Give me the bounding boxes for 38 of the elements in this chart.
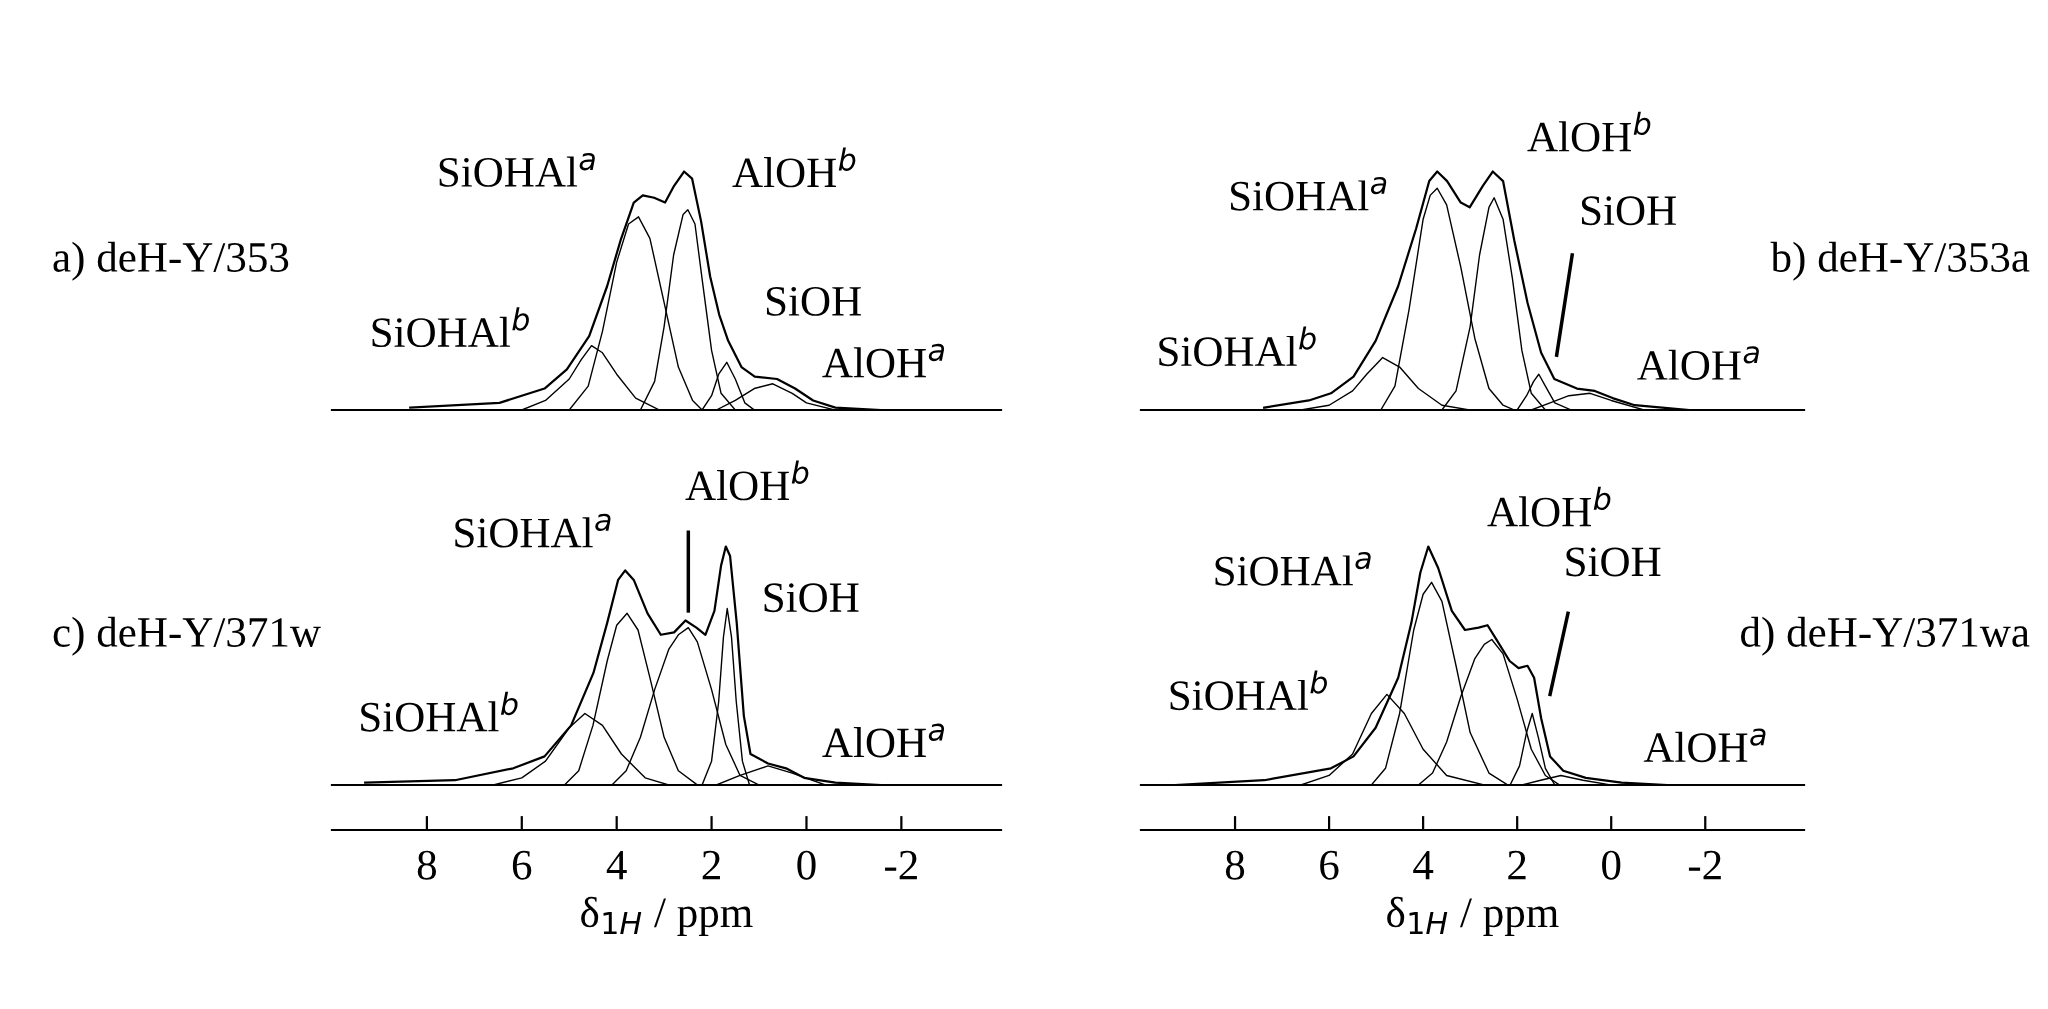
x-axis-title: δ$_{1H}$ / ppm	[1387, 896, 1559, 937]
text: d) deH-Y/371wa	[1741, 616, 2030, 656]
annotation: AlOH$^{a}$	[822, 723, 945, 758]
x-tick-label: 4	[1413, 850, 1434, 880]
annotation: SiOHAl$^{b}$	[372, 307, 529, 348]
x-tick-label: 0	[1602, 850, 1621, 880]
text: AlOH$^{b}$	[685, 460, 809, 501]
x-tick-label: -2	[1688, 850, 1721, 880]
annotation: AlOH$^{b}$	[732, 147, 856, 188]
text: AlOH$^{b}$	[1527, 111, 1651, 152]
annotation: SiOHAl$^{a}$	[439, 153, 595, 187]
text: c) deH-Y/371w	[53, 616, 321, 656]
annotation: SiOHAl$^{b}$	[1170, 670, 1327, 711]
annotation: AlOH$^{a}$	[1643, 728, 1766, 763]
annotation: AlOH$^{a}$	[1637, 346, 1759, 381]
annotation: SiOH	[1566, 547, 1661, 577]
x-tick-label: 6	[512, 850, 532, 880]
x-tick-label: 2	[702, 850, 720, 880]
annotation: SiOHAl$^{a}$	[1231, 176, 1387, 211]
annotation: SiOHAl$^{a}$	[455, 513, 611, 548]
annotation: SiOHAl$^{a}$	[1215, 551, 1371, 586]
x-tick-label: 6	[1320, 850, 1339, 880]
annotation: SiOH	[766, 286, 861, 316]
annotation: AlOH$^{a}$	[822, 343, 945, 378]
x-tick-label: 2	[1508, 850, 1526, 880]
annotation: SiOHAl$^{b}$	[1159, 326, 1316, 367]
x-tick-label: 4	[606, 850, 627, 880]
annotation: SiOHAl$^{b}$	[361, 691, 518, 732]
x-axis-title: δ$_{1H}$ / ppm	[581, 896, 753, 937]
text: b) deH-Y/353a	[1770, 241, 2030, 281]
text: AlOH$^{b}$	[1487, 486, 1611, 527]
x-tick-label: -2	[885, 850, 917, 880]
x-tick-label: 8	[417, 850, 437, 880]
annotation: SiOH	[764, 583, 859, 613]
text: a) deH-Y/353	[53, 241, 289, 281]
annotation: SiOH	[1581, 196, 1676, 226]
x-tick-label: 0	[797, 850, 816, 880]
x-tick-label: 8	[1225, 850, 1245, 880]
